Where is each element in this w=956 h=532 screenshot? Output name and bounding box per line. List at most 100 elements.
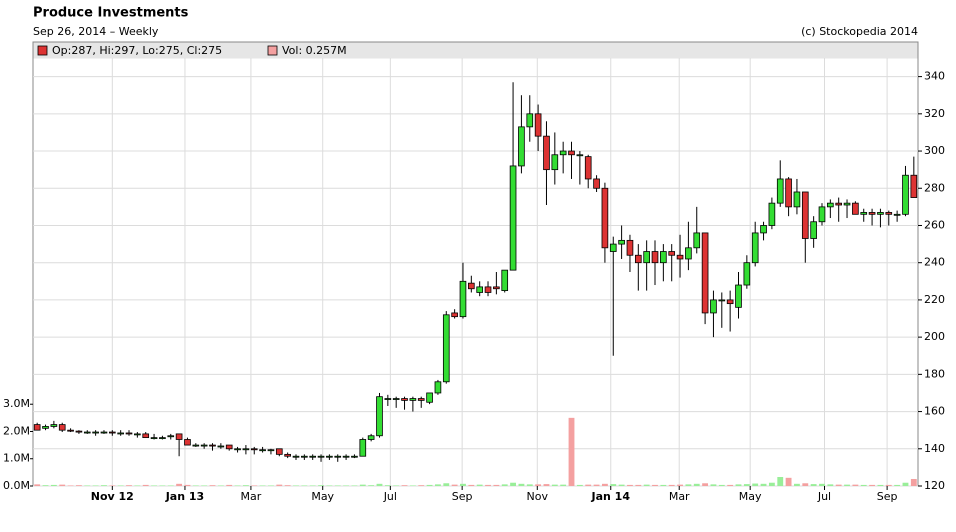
volume-bar: [885, 484, 892, 486]
volume-bar: [727, 484, 734, 486]
candle-body: [225, 444, 233, 450]
candle-body: [584, 156, 592, 180]
volume-bar: [435, 484, 441, 486]
candle-body: [309, 455, 317, 458]
volume-bar: [493, 484, 500, 486]
candle-body: [384, 398, 392, 400]
candle-body: [685, 247, 692, 260]
volume-bar: [75, 485, 82, 486]
volume-bar: [627, 484, 633, 486]
volume-bar: [201, 485, 208, 486]
volume-bar: [109, 485, 116, 486]
candle-body: [426, 392, 433, 403]
candle-body: [534, 113, 542, 137]
volume-bar: [209, 485, 216, 486]
candle-body: [860, 212, 868, 215]
candle-body: [568, 150, 575, 156]
candle-body: [785, 178, 792, 208]
x-tick-label: May: [739, 490, 762, 503]
volume-bar: [84, 485, 91, 486]
volume-bar: [902, 482, 909, 486]
volume-bar: [702, 483, 709, 486]
volume-bar: [34, 484, 41, 486]
candle-body: [284, 453, 291, 457]
candle-body: [117, 432, 124, 435]
volume-bar: [126, 485, 132, 486]
volume-bar: [819, 483, 825, 486]
legend-swatch: [37, 45, 48, 56]
volume-bar: [401, 485, 408, 486]
volume-bar: [301, 485, 308, 486]
candle-body: [75, 430, 83, 433]
candle-body: [100, 431, 108, 434]
candle-body: [885, 212, 893, 215]
volume-bar: [510, 482, 516, 486]
volume-bar: [710, 484, 717, 486]
candle-body: [493, 286, 500, 290]
volume-bar: [735, 484, 742, 486]
x-tick-label: Nov 12: [91, 490, 134, 503]
candle-body: [760, 225, 767, 234]
x-tick-label: May: [311, 490, 334, 503]
candle-body: [868, 212, 876, 215]
candle-body: [609, 243, 617, 252]
candle-body: [83, 431, 91, 434]
volume-bar: [418, 485, 425, 486]
y-tick-label: 120: [924, 479, 945, 492]
y-tick-label: 320: [924, 107, 945, 120]
y-tick-label: 240: [924, 256, 945, 269]
candle-body: [326, 455, 333, 458]
candle-body: [301, 455, 308, 458]
candle-body: [835, 202, 843, 206]
volume-bar: [743, 484, 750, 486]
candle-body: [334, 455, 342, 458]
volume-bar: [251, 485, 258, 486]
candle-body: [217, 445, 225, 448]
candle-body: [710, 299, 717, 314]
volume-bar: [869, 484, 876, 486]
volume-bar: [409, 485, 416, 486]
candle-body: [801, 191, 809, 239]
volume-bar: [242, 485, 249, 486]
volume-bar: [451, 484, 458, 486]
volume-bar: [752, 483, 759, 486]
candle-body: [242, 448, 250, 451]
candle-body: [351, 455, 358, 458]
volume-bar: [234, 485, 241, 486]
candle-body: [192, 444, 200, 447]
candle-body: [33, 424, 41, 431]
candle-body: [776, 178, 784, 204]
volume-bar: [576, 484, 583, 486]
candle-body: [852, 202, 859, 215]
candle-body: [392, 398, 400, 400]
volume-bar: [351, 485, 358, 486]
x-tick-label: Jan 14: [591, 490, 631, 503]
x-tick-label: Mar: [669, 490, 690, 503]
candle-body: [442, 314, 450, 383]
volume-bar: [268, 485, 274, 486]
candle-body: [234, 448, 241, 451]
volume-bar: [643, 484, 650, 486]
y-tick-label: 220: [924, 293, 945, 306]
x-tick-label: Mar: [241, 490, 262, 503]
candle-body: [409, 398, 417, 401]
candle-body: [292, 455, 300, 458]
candle-body: [108, 431, 116, 434]
candle-body: [827, 202, 834, 208]
candle-body: [810, 221, 817, 239]
y2-tick-label: 0.0M: [3, 479, 30, 492]
candle-body: [668, 251, 676, 256]
volume-bar: [192, 485, 199, 486]
volume-bar: [877, 484, 884, 486]
volume-bar: [535, 484, 542, 486]
volume-bar: [585, 484, 592, 486]
legend-swatch: [267, 45, 278, 56]
candle-body: [376, 396, 383, 437]
volume-bar: [167, 485, 174, 486]
candle-body: [501, 269, 509, 292]
volume-bar: [184, 484, 191, 486]
volume-bar: [844, 484, 850, 486]
candle-body: [768, 202, 776, 226]
candle-body: [200, 444, 208, 447]
volume-bar: [718, 484, 725, 486]
